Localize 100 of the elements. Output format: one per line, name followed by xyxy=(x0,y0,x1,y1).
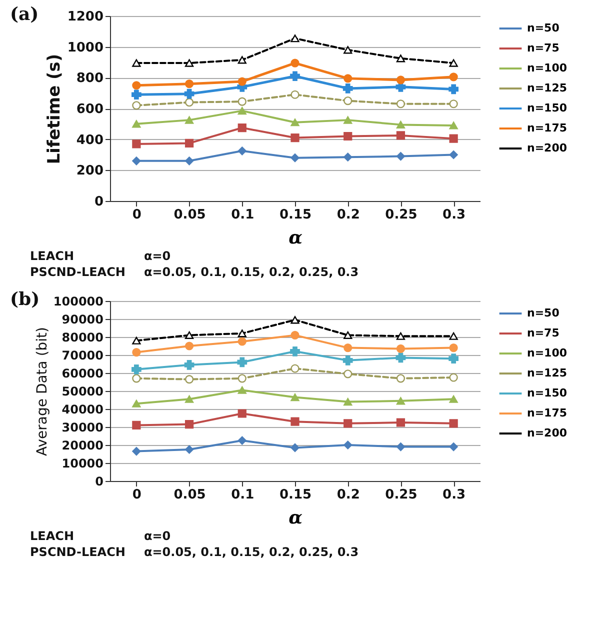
y-tick-label: 70000 xyxy=(62,348,104,362)
point xyxy=(290,346,300,356)
legend-label: n=75 xyxy=(527,42,560,54)
point xyxy=(132,120,141,128)
legend-label: n=125 xyxy=(527,82,568,94)
x-tick-label: 0.25 xyxy=(385,208,418,222)
x-tick-label: 0.2 xyxy=(336,488,360,502)
point xyxy=(238,374,246,383)
y-tick-label: 1200 xyxy=(67,10,104,24)
y-tick-label: 60000 xyxy=(62,366,104,380)
point xyxy=(184,156,194,166)
x-tick-label: 0.15 xyxy=(279,208,312,222)
point xyxy=(344,419,352,428)
x-axis-title: α xyxy=(288,228,303,248)
point xyxy=(184,138,194,148)
y-tick-label: 600 xyxy=(76,102,104,117)
point xyxy=(132,140,141,148)
point xyxy=(184,420,194,429)
point xyxy=(448,84,459,94)
y-tick-label: 200 xyxy=(76,164,104,179)
point xyxy=(238,123,246,132)
x-tick-label: 0.05 xyxy=(174,208,206,222)
point xyxy=(396,100,406,108)
point xyxy=(238,330,246,338)
point xyxy=(396,76,406,84)
point xyxy=(396,120,406,128)
x-tick-label: 0 xyxy=(132,208,142,222)
point xyxy=(449,72,458,82)
point xyxy=(449,373,458,382)
point xyxy=(449,134,458,143)
point xyxy=(396,442,406,452)
point xyxy=(184,445,194,454)
y-tick-label: 50000 xyxy=(62,384,104,398)
x-tick-label: 0.1 xyxy=(231,488,254,502)
point xyxy=(344,132,352,141)
point xyxy=(449,442,458,452)
legend-label: n=125 xyxy=(527,366,568,380)
point xyxy=(344,440,352,450)
point xyxy=(290,71,300,82)
point xyxy=(344,370,352,378)
point xyxy=(238,337,246,346)
point xyxy=(132,348,141,357)
y-tick-label: 0 xyxy=(95,474,104,488)
point xyxy=(290,393,300,402)
point xyxy=(238,386,246,394)
point xyxy=(449,122,458,130)
point xyxy=(131,364,142,374)
text: PSCND-LEACH xyxy=(30,545,126,559)
point xyxy=(238,436,246,445)
point xyxy=(184,360,194,370)
point xyxy=(396,397,406,405)
legend-label: n=175 xyxy=(527,406,568,420)
point xyxy=(449,344,458,352)
point xyxy=(344,331,352,340)
point xyxy=(449,150,458,160)
point xyxy=(238,56,246,64)
y-tick-label: 30000 xyxy=(62,420,104,434)
chart-title: (b) xyxy=(10,289,40,310)
text: LEACH xyxy=(30,249,75,263)
x-tick-label: 0.15 xyxy=(279,488,312,502)
point xyxy=(184,59,194,67)
point xyxy=(132,374,141,383)
text: α=0.05, 0.1, 0.15, 0.2, 0.25, 0.3 xyxy=(144,265,360,279)
point xyxy=(238,146,246,156)
x-axis-title: α xyxy=(288,508,303,528)
point xyxy=(132,101,141,110)
point xyxy=(132,156,141,166)
point xyxy=(449,59,458,67)
y-axis-title: Lifetime (s) xyxy=(44,54,64,164)
chart-title: (a) xyxy=(10,4,39,25)
point xyxy=(132,446,141,456)
point xyxy=(290,364,300,373)
point xyxy=(132,81,141,90)
point xyxy=(342,355,353,366)
x-tick-label: 0 xyxy=(132,488,142,502)
legend-label: n=175 xyxy=(527,122,568,134)
point xyxy=(184,88,194,99)
point xyxy=(396,418,406,427)
point xyxy=(132,400,141,408)
point xyxy=(184,375,194,384)
point xyxy=(344,152,352,162)
point xyxy=(184,395,194,403)
x-tick-label: 0.2 xyxy=(336,208,360,222)
legend-label: n=150 xyxy=(527,102,568,114)
legend-label: n=50 xyxy=(527,306,560,320)
point xyxy=(290,34,300,42)
text: α=0.05, 0.1, 0.15, 0.2, 0.25, 0.3 xyxy=(144,545,360,559)
point xyxy=(290,417,300,426)
point xyxy=(131,90,142,100)
legend-label: n=100 xyxy=(527,346,568,360)
y-tick-label: 20000 xyxy=(62,438,104,452)
point xyxy=(290,90,300,99)
text: α=0 xyxy=(144,249,172,263)
point xyxy=(290,133,300,142)
point xyxy=(132,336,141,344)
legend-label: n=75 xyxy=(527,326,560,340)
x-tick-label: 0.3 xyxy=(442,488,466,502)
point xyxy=(290,330,300,340)
point xyxy=(344,116,352,124)
point xyxy=(396,374,406,383)
